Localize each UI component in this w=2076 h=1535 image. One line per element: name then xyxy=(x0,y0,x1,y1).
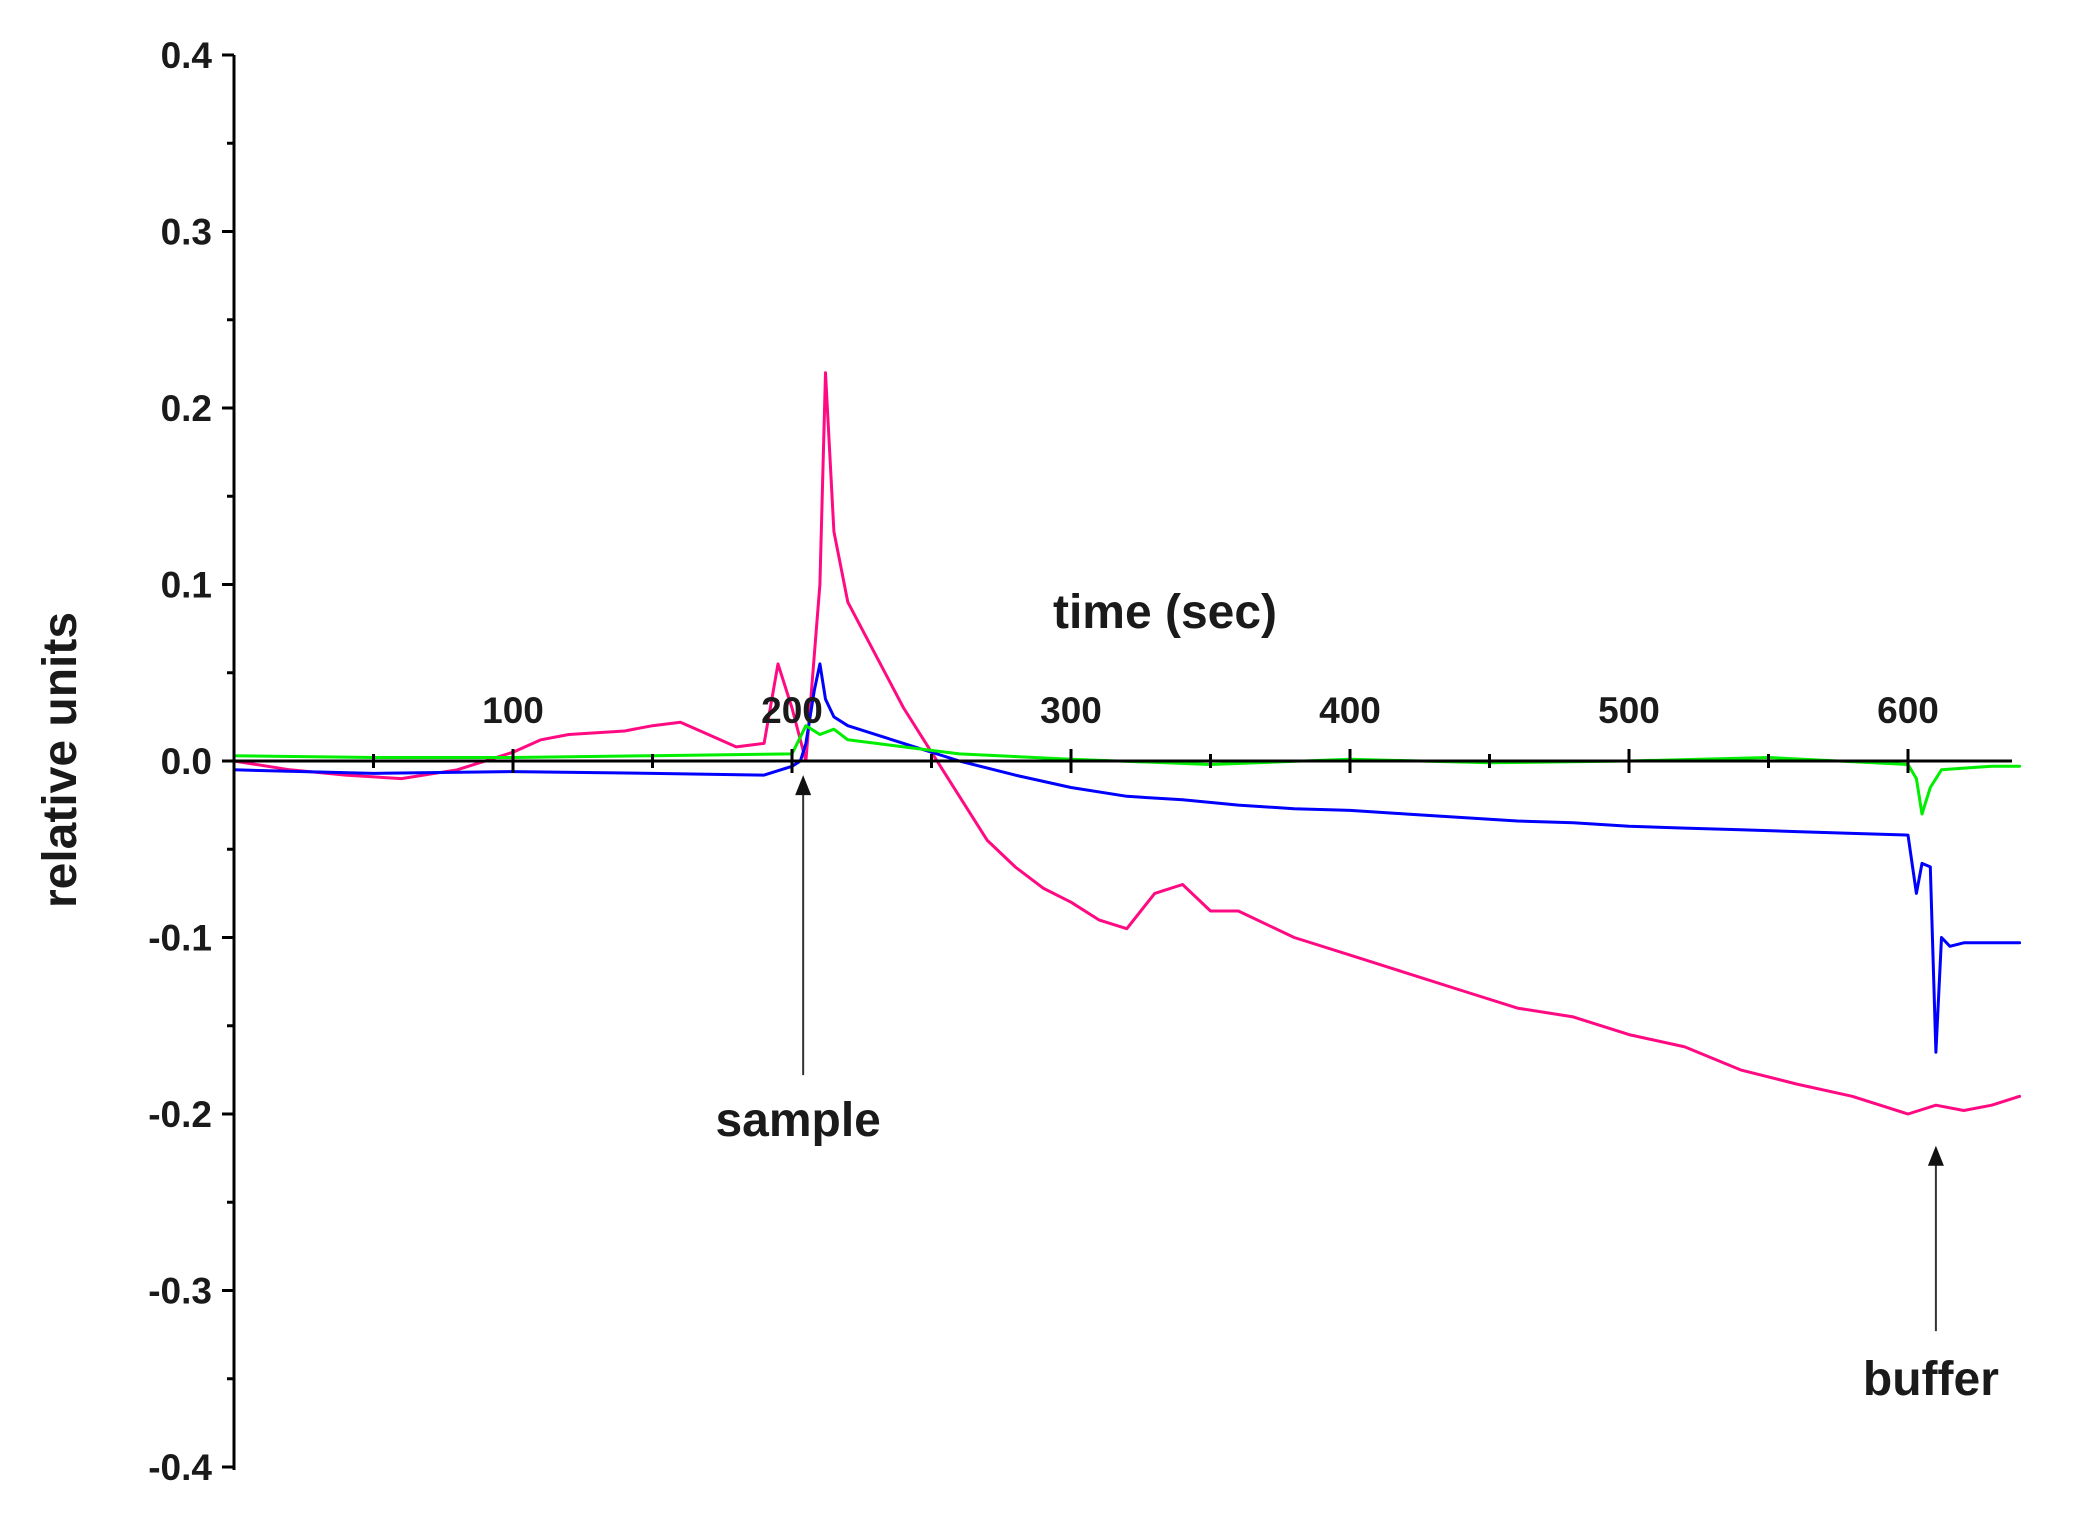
annotation-arrowhead xyxy=(795,775,812,796)
y-axis-ticks: 0.4 0.3 0.2 0.1 0.0 -0.1 -0.2 -0.3 -0.4 xyxy=(148,35,234,1488)
y-tick-label: 0.0 xyxy=(161,741,212,782)
x-tick-label: 400 xyxy=(1319,690,1381,731)
y-tick-label: -0.3 xyxy=(148,1271,212,1312)
annotation-label-sample: sample xyxy=(715,1094,880,1147)
x-tick-label: 100 xyxy=(482,690,544,731)
y-tick-label: -0.1 xyxy=(148,918,212,959)
x-axis-ticks: 100 200 300 400 500 600 xyxy=(372,690,1939,773)
x-tick-label: 500 xyxy=(1598,690,1660,731)
x-tick-label: 600 xyxy=(1877,690,1939,731)
y-tick-label: 0.3 xyxy=(161,212,212,253)
annotation-arrowhead xyxy=(1927,1145,1944,1166)
x-axis-title: time (sec) xyxy=(1053,586,1277,639)
y-tick-label: -0.2 xyxy=(148,1094,212,1135)
series-line-3 xyxy=(232,724,2022,816)
series-layer xyxy=(232,371,2022,1116)
annotation-layer: sample buffer xyxy=(715,775,1999,1406)
y-tick-label: 0.2 xyxy=(161,388,212,429)
y-tick-label: 0.4 xyxy=(161,35,213,76)
x-tick-label: 300 xyxy=(1040,690,1102,731)
series-line-2 xyxy=(232,662,2022,1054)
x-tick-label: 200 xyxy=(761,690,823,731)
annotation-label-buffer: buffer xyxy=(1863,1353,1999,1406)
y-tick-label: 0.1 xyxy=(161,565,212,606)
y-tick-label: -0.4 xyxy=(148,1447,212,1488)
y-axis-title: relative units xyxy=(34,612,87,908)
series-line-1 xyxy=(232,371,2022,1116)
